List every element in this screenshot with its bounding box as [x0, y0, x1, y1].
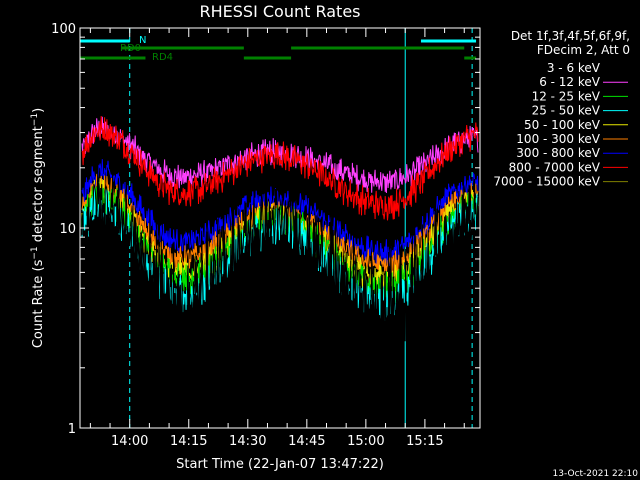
legend-label: 12 - 25 keV — [532, 89, 601, 103]
x-tick-label: 14:00 — [111, 434, 148, 449]
legend-label: 50 - 100 keV — [524, 118, 601, 132]
y-tick-label: 1 — [68, 422, 76, 437]
x-tick-label: 15:00 — [347, 434, 384, 449]
legend-label: 800 - 7000 keV — [509, 160, 601, 174]
flag-label-rd0: RD0 — [120, 43, 141, 54]
footer-timestamp: 13-Oct-2021 22:10 — [553, 469, 639, 479]
legend-label: 100 - 300 keV — [516, 132, 600, 146]
x-tick-label: 14:15 — [170, 434, 207, 449]
legend-label: 6 - 12 keV — [539, 75, 601, 89]
flag-label-n: N — [139, 35, 146, 46]
series-line-3-6-kev — [81, 166, 479, 379]
series-line-6-12-kev — [81, 116, 479, 194]
x-axis-label: Start Time (22-Jan-07 13:47:22) — [176, 457, 384, 472]
legend: Det 1f,3f,4f,5f,6f,9f, FDecim 2, Att 0 3… — [493, 29, 630, 189]
legend-label: 3 - 6 keV — [547, 61, 601, 75]
y-axis-label: Count Rate (s−1 detector segment−1) — [30, 108, 46, 348]
legend-label: 7000 - 15000 keV — [493, 175, 600, 189]
y-tick-label: 10 — [59, 222, 76, 237]
x-tick-label: 14:45 — [288, 434, 325, 449]
chart-title: RHESSI Count Rates — [200, 2, 361, 21]
legend-label: 25 - 50 keV — [532, 104, 601, 118]
legend-header-line-1: Det 1f,3f,4f,5f,6f,9f, — [511, 29, 630, 43]
flag-label-rd4: RD4 — [152, 52, 173, 63]
y-tick-label: 100 — [51, 22, 76, 37]
x-tick-label: 14:30 — [229, 434, 266, 449]
legend-label: 300 - 800 keV — [516, 146, 600, 160]
series-line-800-7000-kev — [81, 115, 479, 221]
legend-header-line-2: FDecim 2, Att 0 — [537, 43, 630, 57]
axis-ticks: 1 10 100 14:00 14:15 14:30 14:45 15:00 15:15 — [51, 22, 480, 449]
x-tick-label: 15:15 — [406, 434, 443, 449]
